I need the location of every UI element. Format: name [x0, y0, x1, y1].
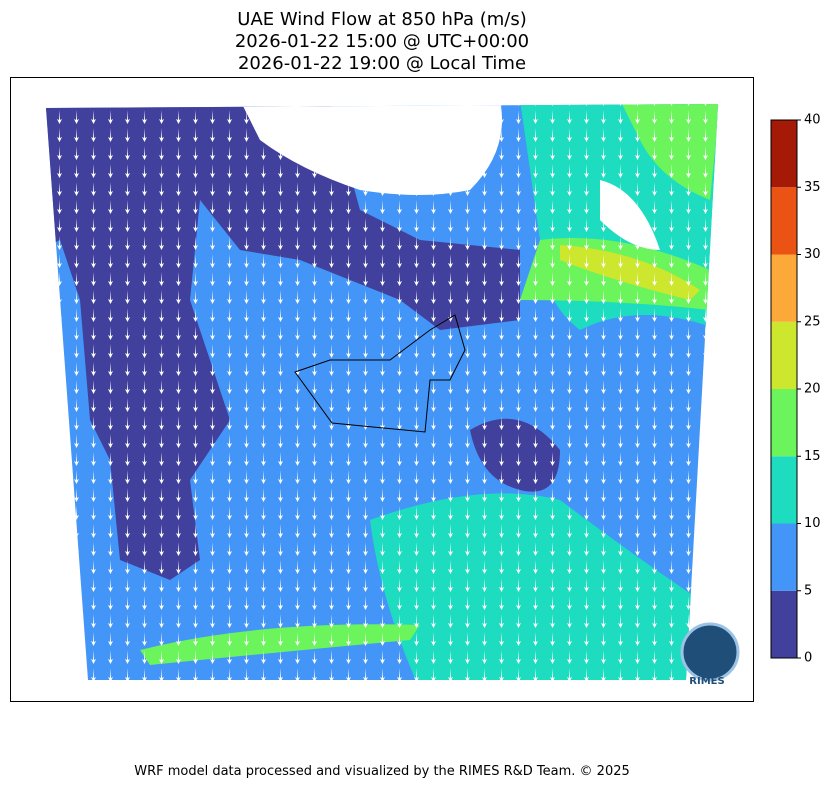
colorbar-band: [771, 523, 797, 591]
colorbar-tick-label: 35: [804, 180, 821, 195]
colorbar: 0 5 10 15 20 25 30 35 40: [770, 113, 821, 666]
logo-mark: [680, 622, 740, 682]
colorbar-band: [771, 120, 797, 188]
colorbar-tick-label: 25: [804, 314, 821, 329]
colorbar-tick-label: 5: [804, 583, 812, 598]
colorbar-band: [771, 456, 797, 524]
colorbar-tick-label: 30: [804, 247, 821, 262]
colorbar-band: [771, 389, 797, 457]
colorbar-band: [771, 321, 797, 389]
colorbar-band: [771, 187, 797, 255]
wind-map: [46, 104, 718, 680]
footer: WRF model data processed and visualized …: [134, 764, 630, 779]
map-frame: [10, 77, 754, 702]
colorbar-band: [771, 254, 797, 322]
colorbar-band: [771, 590, 797, 658]
title-line: UAE Wind Flow at 850 hPa (m/s): [237, 9, 526, 30]
uae-border: [294, 314, 466, 433]
colorbar-tick-label: 15: [804, 449, 821, 464]
colorbar-tick-label: 40: [804, 113, 821, 128]
colorbar-tick-label: 0: [804, 651, 812, 666]
title-line: 2026-01-22 15:00 @ UTC+00:00: [235, 31, 529, 52]
colorbar-tick-label: 20: [804, 382, 821, 397]
title-line: 2026-01-22 19:00 @ Local Time: [238, 53, 526, 74]
logo-text: RIMES: [689, 676, 724, 687]
colorbar-tick-label: 10: [804, 516, 821, 531]
